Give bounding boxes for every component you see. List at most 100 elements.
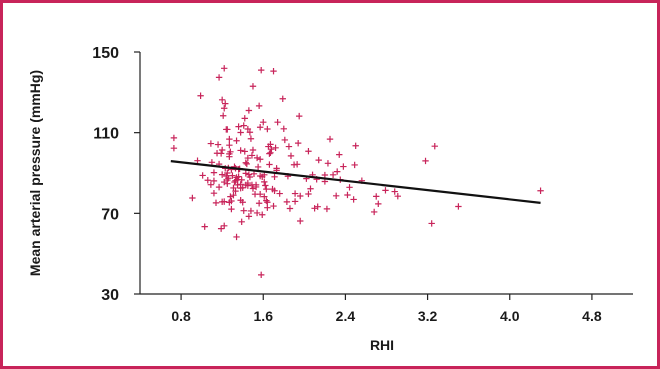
data-point	[267, 149, 274, 157]
data-point	[305, 190, 312, 198]
data-point	[256, 124, 264, 131]
data-point	[218, 146, 226, 154]
data-point	[262, 182, 269, 189]
data-point	[224, 126, 231, 133]
data-point	[235, 123, 242, 130]
x-tick-label: 0.8	[171, 308, 191, 324]
data-point	[210, 189, 218, 197]
data-point	[214, 141, 222, 148]
data-point	[249, 146, 257, 154]
data-point	[238, 176, 245, 184]
data-point	[370, 208, 378, 216]
data-point	[248, 152, 256, 159]
data-point	[271, 173, 278, 181]
data-point	[257, 66, 265, 74]
data-point	[239, 184, 246, 191]
data-point	[228, 205, 235, 213]
data-point	[247, 207, 255, 215]
data-point	[207, 140, 215, 147]
data-point	[241, 148, 248, 155]
data-point	[266, 161, 273, 168]
data-point	[291, 198, 299, 205]
data-point	[241, 115, 248, 122]
data-point	[260, 118, 267, 126]
data-point	[239, 199, 246, 206]
data-point	[242, 170, 249, 177]
data-point	[235, 173, 242, 180]
data-point	[256, 190, 264, 198]
data-point	[334, 168, 341, 175]
data-point	[271, 187, 278, 194]
data-point	[244, 125, 252, 133]
data-point	[259, 211, 266, 218]
data-point	[340, 163, 347, 170]
data-point	[218, 171, 226, 178]
data-point	[212, 199, 220, 207]
data-point	[422, 157, 429, 165]
data-point	[233, 233, 240, 241]
data-point	[256, 156, 264, 163]
data-point	[263, 185, 270, 193]
data-point	[218, 96, 226, 103]
x-tick-label: 3.2	[418, 308, 438, 324]
data-point	[244, 154, 252, 162]
data-point	[264, 199, 271, 206]
data-point	[232, 187, 239, 195]
data-point	[352, 142, 359, 149]
data-point	[226, 135, 233, 143]
x-axis-label: RHI	[370, 337, 394, 353]
data-point	[264, 204, 271, 211]
y-axis-label: Mean arterial pressure (mmHg)	[27, 70, 43, 276]
data-point	[252, 181, 260, 189]
data-point	[219, 112, 227, 119]
data-point	[197, 92, 204, 99]
data-point	[228, 197, 235, 205]
data-point	[215, 183, 223, 191]
data-point	[324, 160, 332, 167]
y-tick-label: 150	[92, 45, 119, 62]
data-point	[336, 151, 343, 158]
data-point	[224, 180, 231, 187]
data-point	[255, 200, 263, 207]
data-point	[431, 142, 438, 150]
data-point	[254, 163, 262, 171]
data-point	[210, 169, 218, 176]
data-point	[272, 144, 279, 151]
data-point	[246, 129, 254, 136]
x-tick-label: 2.4	[336, 308, 356, 324]
data-point	[274, 118, 281, 126]
data-point	[221, 222, 228, 230]
data-point	[280, 125, 287, 133]
x-tick-label: 4.0	[500, 308, 520, 324]
data-point	[286, 205, 294, 212]
data-point	[227, 148, 234, 156]
x-tick-label: 4.8	[582, 308, 602, 324]
data-point	[246, 173, 254, 181]
data-point	[285, 143, 293, 150]
data-point	[287, 152, 295, 160]
data-point	[225, 175, 232, 182]
data-point	[240, 122, 247, 129]
data-point	[221, 65, 228, 72]
data-point	[295, 112, 303, 120]
data-point	[297, 192, 304, 200]
data-point	[270, 67, 277, 75]
data-point	[194, 157, 201, 164]
data-point	[222, 100, 229, 107]
data-point	[291, 190, 299, 197]
data-point	[230, 191, 237, 199]
data-point	[210, 177, 218, 185]
data-point	[245, 213, 253, 220]
data-point	[266, 150, 273, 157]
data-point	[276, 190, 283, 197]
data-point	[237, 147, 244, 154]
data-point	[242, 159, 249, 166]
plot-area: 30 70 110 150 0.8 1.6 2.4 3.2 4.0 4.8	[92, 45, 633, 324]
data-point	[221, 105, 228, 112]
y-tick-label: 30	[101, 287, 119, 304]
data-point	[249, 83, 257, 90]
data-point	[351, 161, 358, 169]
data-point	[382, 187, 389, 194]
data-point	[221, 198, 228, 205]
